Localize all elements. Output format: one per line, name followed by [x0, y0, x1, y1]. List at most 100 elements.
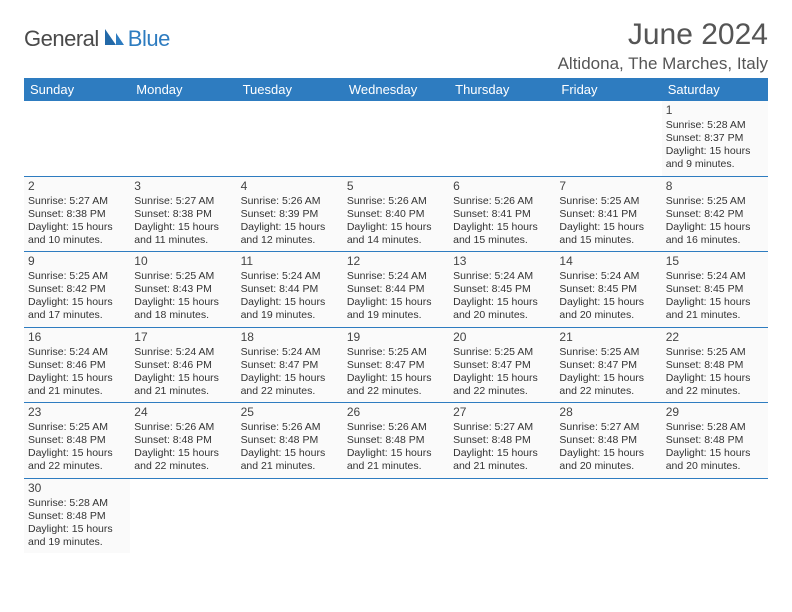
sunset-line: Sunset: 8:48 PM	[453, 434, 551, 447]
daylight-line: Daylight: 15 hours and 11 minutes.	[134, 221, 232, 247]
sunset-line: Sunset: 8:48 PM	[559, 434, 657, 447]
sunrise-line: Sunrise: 5:24 AM	[666, 270, 764, 283]
day-header: Tuesday	[237, 78, 343, 101]
daylight-line: Daylight: 15 hours and 21 minutes.	[453, 447, 551, 473]
day-number: 7	[559, 179, 657, 194]
sunrise-line: Sunrise: 5:27 AM	[559, 421, 657, 434]
sunrise-line: Sunrise: 5:26 AM	[347, 195, 445, 208]
day-number: 24	[134, 405, 232, 420]
title-block: June 2024 Altidona, The Marches, Italy	[558, 18, 768, 74]
daylight-line: Daylight: 15 hours and 15 minutes.	[559, 221, 657, 247]
day-number: 27	[453, 405, 551, 420]
daylight-line: Daylight: 15 hours and 10 minutes.	[28, 221, 126, 247]
day-cell: 30Sunrise: 5:28 AMSunset: 8:48 PMDayligh…	[24, 479, 130, 554]
sunset-line: Sunset: 8:45 PM	[453, 283, 551, 296]
logo-text-main: General	[24, 26, 99, 52]
day-number: 29	[666, 405, 764, 420]
day-cell: 8Sunrise: 5:25 AMSunset: 8:42 PMDaylight…	[662, 177, 768, 252]
day-number: 20	[453, 330, 551, 345]
day-cell: 14Sunrise: 5:24 AMSunset: 8:45 PMDayligh…	[555, 252, 661, 327]
day-cell	[343, 101, 449, 176]
sunset-line: Sunset: 8:47 PM	[347, 359, 445, 372]
sunrise-line: Sunrise: 5:28 AM	[666, 119, 764, 132]
calendar-page: General Blue June 2024 Altidona, The Mar…	[0, 0, 792, 571]
sunrise-line: Sunrise: 5:24 AM	[241, 346, 339, 359]
day-number: 22	[666, 330, 764, 345]
sunrise-line: Sunrise: 5:26 AM	[241, 421, 339, 434]
daylight-line: Daylight: 15 hours and 12 minutes.	[241, 221, 339, 247]
sunset-line: Sunset: 8:47 PM	[559, 359, 657, 372]
week-row: 9Sunrise: 5:25 AMSunset: 8:42 PMDaylight…	[24, 252, 768, 328]
sunset-line: Sunset: 8:48 PM	[28, 510, 126, 523]
day-number: 6	[453, 179, 551, 194]
sunset-line: Sunset: 8:47 PM	[241, 359, 339, 372]
daylight-line: Daylight: 15 hours and 22 minutes.	[559, 372, 657, 398]
daylight-line: Daylight: 15 hours and 21 minutes.	[347, 447, 445, 473]
day-cell: 9Sunrise: 5:25 AMSunset: 8:42 PMDaylight…	[24, 252, 130, 327]
daylight-line: Daylight: 15 hours and 22 minutes.	[134, 447, 232, 473]
sunrise-line: Sunrise: 5:25 AM	[28, 421, 126, 434]
sunset-line: Sunset: 8:37 PM	[666, 132, 764, 145]
day-cell	[237, 479, 343, 554]
sunrise-line: Sunrise: 5:26 AM	[241, 195, 339, 208]
day-cell: 7Sunrise: 5:25 AMSunset: 8:41 PMDaylight…	[555, 177, 661, 252]
calendar-body: 1Sunrise: 5:28 AMSunset: 8:37 PMDaylight…	[24, 101, 768, 553]
day-cell: 3Sunrise: 5:27 AMSunset: 8:38 PMDaylight…	[130, 177, 236, 252]
day-header: Sunday	[24, 78, 130, 101]
sunset-line: Sunset: 8:48 PM	[28, 434, 126, 447]
day-cell: 24Sunrise: 5:26 AMSunset: 8:48 PMDayligh…	[130, 403, 236, 478]
sunset-line: Sunset: 8:45 PM	[666, 283, 764, 296]
day-cell: 22Sunrise: 5:25 AMSunset: 8:48 PMDayligh…	[662, 328, 768, 403]
daylight-line: Daylight: 15 hours and 14 minutes.	[347, 221, 445, 247]
logo-text-accent: Blue	[128, 26, 170, 52]
logo: General Blue	[24, 26, 170, 52]
sunset-line: Sunset: 8:47 PM	[453, 359, 551, 372]
day-cell: 17Sunrise: 5:24 AMSunset: 8:46 PMDayligh…	[130, 328, 236, 403]
daylight-line: Daylight: 15 hours and 9 minutes.	[666, 145, 764, 171]
sunrise-line: Sunrise: 5:25 AM	[134, 270, 232, 283]
daylight-line: Daylight: 15 hours and 22 minutes.	[453, 372, 551, 398]
day-number: 30	[28, 481, 126, 496]
sunset-line: Sunset: 8:40 PM	[347, 208, 445, 221]
week-row: 1Sunrise: 5:28 AMSunset: 8:37 PMDaylight…	[24, 101, 768, 177]
sunset-line: Sunset: 8:45 PM	[559, 283, 657, 296]
day-number: 4	[241, 179, 339, 194]
day-number: 9	[28, 254, 126, 269]
sunset-line: Sunset: 8:43 PM	[134, 283, 232, 296]
day-cell	[24, 101, 130, 176]
day-cell: 11Sunrise: 5:24 AMSunset: 8:44 PMDayligh…	[237, 252, 343, 327]
sunset-line: Sunset: 8:41 PM	[559, 208, 657, 221]
daylight-line: Daylight: 15 hours and 22 minutes.	[666, 372, 764, 398]
sunrise-line: Sunrise: 5:27 AM	[453, 421, 551, 434]
day-cell: 18Sunrise: 5:24 AMSunset: 8:47 PMDayligh…	[237, 328, 343, 403]
day-cell	[555, 101, 661, 176]
sunrise-line: Sunrise: 5:25 AM	[666, 195, 764, 208]
day-number: 28	[559, 405, 657, 420]
day-header: Monday	[130, 78, 236, 101]
sunrise-line: Sunrise: 5:25 AM	[559, 346, 657, 359]
sunrise-line: Sunrise: 5:24 AM	[453, 270, 551, 283]
daylight-line: Daylight: 15 hours and 16 minutes.	[666, 221, 764, 247]
daylight-line: Daylight: 15 hours and 22 minutes.	[347, 372, 445, 398]
day-cell	[555, 479, 661, 554]
day-number: 26	[347, 405, 445, 420]
day-cell: 4Sunrise: 5:26 AMSunset: 8:39 PMDaylight…	[237, 177, 343, 252]
day-cell: 16Sunrise: 5:24 AMSunset: 8:46 PMDayligh…	[24, 328, 130, 403]
sunrise-line: Sunrise: 5:28 AM	[28, 497, 126, 510]
day-cell	[130, 479, 236, 554]
day-number: 5	[347, 179, 445, 194]
day-number: 13	[453, 254, 551, 269]
day-number: 25	[241, 405, 339, 420]
daylight-line: Daylight: 15 hours and 19 minutes.	[28, 523, 126, 549]
day-cell: 19Sunrise: 5:25 AMSunset: 8:47 PMDayligh…	[343, 328, 449, 403]
week-row: 2Sunrise: 5:27 AMSunset: 8:38 PMDaylight…	[24, 177, 768, 253]
day-cell: 21Sunrise: 5:25 AMSunset: 8:47 PMDayligh…	[555, 328, 661, 403]
sunset-line: Sunset: 8:48 PM	[666, 434, 764, 447]
sunset-line: Sunset: 8:48 PM	[134, 434, 232, 447]
day-cell: 20Sunrise: 5:25 AMSunset: 8:47 PMDayligh…	[449, 328, 555, 403]
sunset-line: Sunset: 8:46 PM	[134, 359, 232, 372]
daylight-line: Daylight: 15 hours and 22 minutes.	[241, 372, 339, 398]
day-cell	[237, 101, 343, 176]
sunrise-line: Sunrise: 5:26 AM	[134, 421, 232, 434]
day-cell: 27Sunrise: 5:27 AMSunset: 8:48 PMDayligh…	[449, 403, 555, 478]
